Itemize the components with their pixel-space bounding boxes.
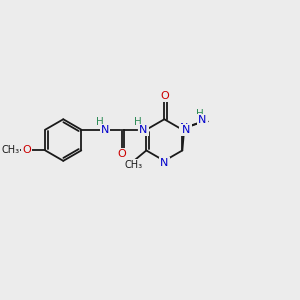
Text: CH₃: CH₃ bbox=[124, 160, 142, 170]
Text: N: N bbox=[180, 123, 188, 133]
Text: H: H bbox=[96, 117, 104, 127]
Text: N: N bbox=[139, 125, 148, 135]
Text: H: H bbox=[196, 110, 204, 119]
Text: N: N bbox=[182, 125, 190, 135]
Text: N: N bbox=[160, 158, 169, 168]
Text: O: O bbox=[117, 149, 126, 159]
Text: N: N bbox=[198, 116, 206, 125]
Text: O: O bbox=[22, 146, 31, 155]
Text: N: N bbox=[101, 125, 109, 135]
Text: O: O bbox=[160, 91, 169, 101]
Text: CH₃: CH₃ bbox=[1, 146, 19, 155]
Text: H: H bbox=[134, 117, 142, 127]
